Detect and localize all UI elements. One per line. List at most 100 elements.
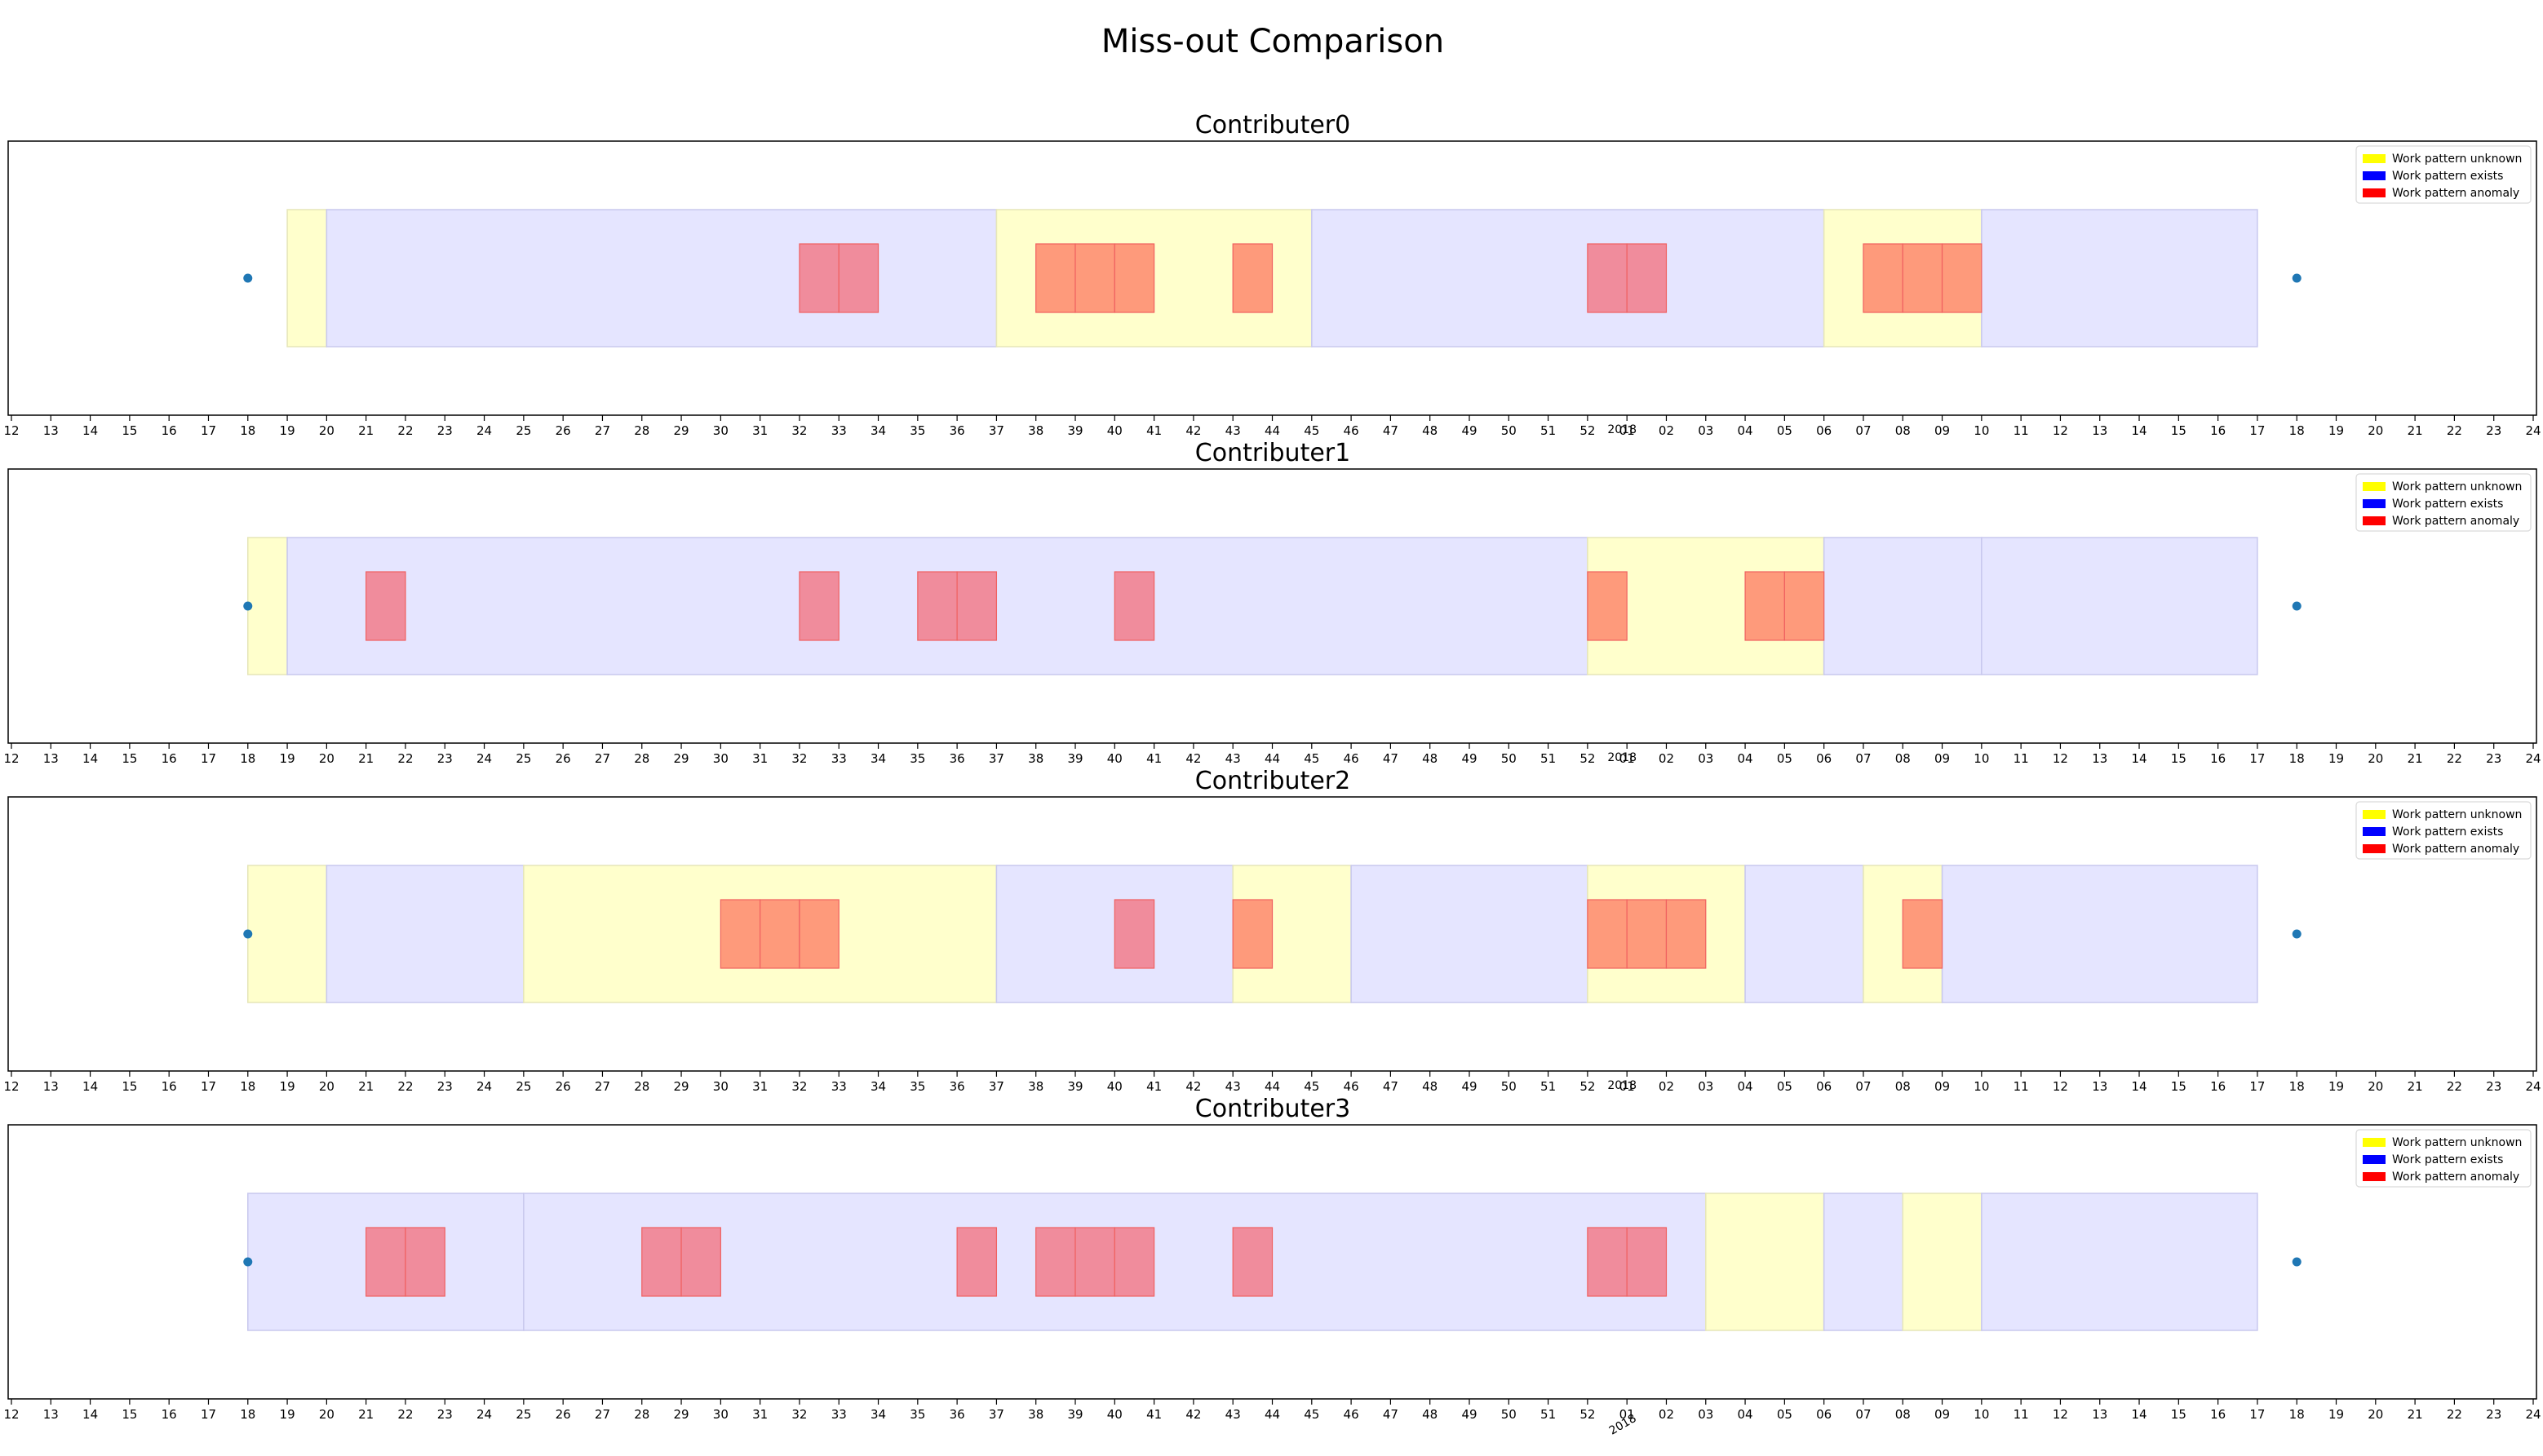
anomaly-block — [1902, 243, 1943, 313]
tick-label: 51 — [1540, 1407, 1556, 1422]
tick-label: 12 — [3, 1407, 19, 1422]
tick-label: 16 — [2210, 1407, 2226, 1422]
tick-label: 07 — [1855, 1079, 1871, 1094]
tick-label: 19 — [2328, 1407, 2344, 1422]
tick-label: 17 — [201, 1407, 216, 1422]
anomaly-block — [1902, 899, 1943, 969]
tick-label: 43 — [1225, 751, 1241, 766]
tick-label: 36 — [950, 1079, 965, 1094]
legend-label: Work pattern unknown — [2392, 1136, 2522, 1149]
tick-label: 52 — [1579, 751, 1595, 766]
tick-label: 31 — [752, 751, 768, 766]
panel-title: Contributer0 — [1195, 111, 1350, 139]
tick-label: 28 — [634, 1407, 649, 1422]
tick-label: 13 — [43, 1079, 59, 1094]
tick-label: 14 — [2131, 1407, 2146, 1422]
anomaly-block — [641, 1227, 682, 1297]
tick-label: 19 — [280, 1407, 295, 1422]
tick-label: 20 — [2368, 1407, 2383, 1422]
tick-label: 14 — [2131, 1079, 2146, 1094]
tick-label: 20 — [2368, 751, 2383, 766]
tick-label: 39 — [1067, 1407, 1083, 1422]
tick-label: 41 — [1146, 1079, 1162, 1094]
anomaly-block — [1074, 243, 1115, 313]
tick-label: 30 — [713, 423, 729, 438]
marker-point — [2292, 1257, 2302, 1267]
tick-label: 49 — [1461, 1407, 1477, 1422]
tick-label: 07 — [1855, 751, 1871, 766]
legend-label: Work pattern unknown — [2392, 808, 2522, 821]
tick-label: 50 — [1501, 1079, 1517, 1094]
legend-label: Work pattern exists — [2392, 498, 2503, 511]
legend-box — [2355, 473, 2532, 532]
tick-label: 21 — [2408, 1407, 2423, 1422]
tick-label: 25 — [516, 1407, 531, 1422]
tick-label: 41 — [1146, 751, 1162, 766]
tick-label: 24 — [2525, 1079, 2541, 1094]
tick-label: 28 — [634, 423, 649, 438]
legend-swatch — [2363, 499, 2386, 508]
marker-point — [243, 1257, 253, 1267]
tick-label: 13 — [43, 1407, 59, 1422]
year-label: 2018 — [1607, 1079, 1637, 1092]
tick-label: 23 — [437, 1407, 453, 1422]
segment-exists — [1941, 865, 2258, 1003]
segment-unknown — [247, 865, 328, 1003]
tick-label: 24 — [476, 1079, 492, 1094]
anomaly-block — [956, 1227, 998, 1297]
x-axis: 12 13 14 15 16 17 18 19 20 21 22 23 24 25 26 27 28 29 30 31… — [3, 1399, 2541, 1438]
tick-label: 46 — [1344, 423, 1359, 438]
tick-label: 45 — [1304, 1407, 1319, 1422]
tick-label: 21 — [2408, 751, 2423, 766]
anomaly-block — [1783, 571, 1825, 641]
tick-label: 52 — [1579, 1079, 1595, 1094]
tick-label: 32 — [791, 751, 807, 766]
tick-label: 13 — [2092, 1079, 2107, 1094]
tick-label: 22 — [397, 423, 413, 438]
tick-label: 42 — [1185, 423, 1201, 438]
tick-label: 18 — [240, 751, 255, 766]
tick-label: 02 — [1659, 751, 1674, 766]
tick-label: 12 — [2053, 1079, 2068, 1094]
tick-label: 17 — [2249, 1079, 2265, 1094]
tick-label: 35 — [910, 423, 925, 438]
tick-label: 05 — [1777, 1079, 1792, 1094]
tick-label: 33 — [831, 1079, 847, 1094]
tick-label: 06 — [1816, 751, 1832, 766]
anomaly-block — [405, 1227, 445, 1297]
legend-swatch — [2363, 844, 2386, 853]
tick-label: 22 — [2447, 1079, 2462, 1094]
tick-label: 20 — [319, 751, 334, 766]
tick-label: 24 — [476, 423, 492, 438]
tick-label: 36 — [950, 423, 965, 438]
tick-label: 47 — [1383, 423, 1398, 438]
tick-label: 16 — [162, 751, 177, 766]
tick-label: 01 — [1619, 1079, 1635, 1094]
tick-label: 02 — [1659, 423, 1674, 438]
tick-label: 03 — [1698, 751, 1713, 766]
tick-label: 43 — [1225, 1407, 1241, 1422]
tick-label: 37 — [989, 751, 1004, 766]
tick-label: 10 — [1974, 423, 1989, 438]
marker-point — [243, 929, 253, 939]
tick-label: 15 — [122, 1407, 137, 1422]
segment-exists — [1823, 537, 1983, 675]
tick-label: 17 — [201, 423, 216, 438]
tick-label: 24 — [2525, 1407, 2541, 1422]
tick-label: 40 — [1107, 1079, 1123, 1094]
tick-label: 25 — [516, 423, 531, 438]
tick-label: 49 — [1461, 751, 1477, 766]
tick-label: 07 — [1855, 423, 1871, 438]
tick-label: 36 — [950, 751, 965, 766]
anomaly-block — [799, 243, 840, 313]
tick-label: 19 — [2328, 423, 2344, 438]
tick-label: 23 — [437, 1079, 453, 1094]
tick-label: 22 — [2447, 751, 2462, 766]
anomaly-block — [917, 571, 958, 641]
tick-label: 52 — [1579, 423, 1595, 438]
tick-label: 44 — [1265, 1079, 1280, 1094]
tick-label: 49 — [1461, 1079, 1477, 1094]
tick-label: 01 — [1619, 423, 1635, 438]
legend-swatch — [2363, 1172, 2386, 1181]
tick-label: 31 — [752, 423, 768, 438]
